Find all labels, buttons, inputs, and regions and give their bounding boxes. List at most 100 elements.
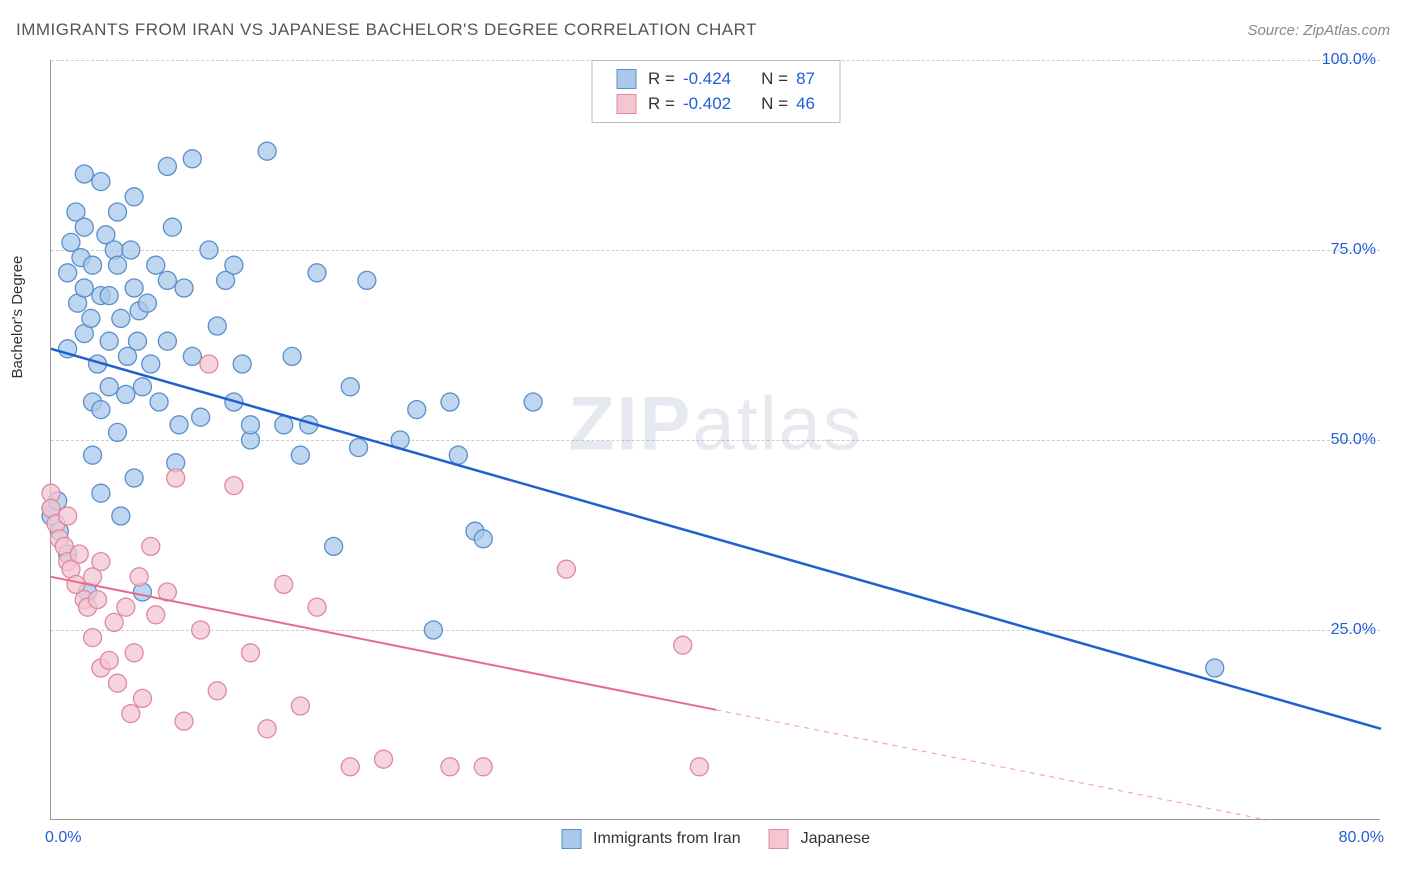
- data-point-series-0: [147, 256, 165, 274]
- data-point-series-0: [125, 188, 143, 206]
- data-point-series-0: [183, 150, 201, 168]
- data-point-series-0: [283, 347, 301, 365]
- data-point-series-1: [690, 758, 708, 776]
- data-point-series-0: [122, 241, 140, 259]
- data-point-series-1: [59, 507, 77, 525]
- data-point-series-1: [84, 629, 102, 647]
- data-point-series-0: [158, 271, 176, 289]
- data-point-series-0: [183, 347, 201, 365]
- data-point-series-1: [125, 644, 143, 662]
- r-value: -0.424: [683, 67, 731, 92]
- data-point-series-0: [158, 157, 176, 175]
- data-point-series-0: [341, 378, 359, 396]
- data-point-series-1: [674, 636, 692, 654]
- stats-row: R = -0.424 N = 87: [616, 67, 815, 92]
- data-point-series-1: [117, 598, 135, 616]
- data-point-series-0: [170, 416, 188, 434]
- data-point-series-0: [142, 355, 160, 373]
- data-point-series-0: [150, 393, 168, 411]
- data-point-series-0: [92, 484, 110, 502]
- data-point-series-0: [112, 309, 130, 327]
- data-point-series-1: [291, 697, 309, 715]
- legend-swatch: [616, 94, 636, 114]
- data-point-series-1: [275, 575, 293, 593]
- data-point-series-1: [147, 606, 165, 624]
- data-point-series-0: [350, 439, 368, 457]
- data-point-series-1: [192, 621, 210, 639]
- data-point-series-1: [208, 682, 226, 700]
- r-value: -0.402: [683, 92, 731, 117]
- legend-label: Japanese: [801, 830, 870, 848]
- data-point-series-0: [163, 218, 181, 236]
- n-value: 87: [796, 67, 815, 92]
- data-point-series-0: [125, 279, 143, 297]
- data-point-series-1: [474, 758, 492, 776]
- regression-line-dashed-series-1: [716, 710, 1267, 820]
- data-point-series-1: [167, 469, 185, 487]
- stats-row: R =-0.402N =46: [616, 92, 815, 117]
- regression-line-series-0: [51, 349, 1381, 729]
- source-attribution: Source: ZipAtlas.com: [1247, 22, 1390, 39]
- data-point-series-1: [375, 750, 393, 768]
- data-point-series-0: [59, 264, 77, 282]
- data-point-series-1: [142, 537, 160, 555]
- data-point-series-1: [100, 651, 118, 669]
- data-point-series-1: [200, 355, 218, 373]
- x-tick-label: 80.0%: [1339, 829, 1384, 847]
- data-point-series-0: [84, 446, 102, 464]
- y-axis-title: Bachelor's Degree: [9, 255, 26, 378]
- data-point-series-1: [557, 560, 575, 578]
- data-point-series-0: [117, 385, 135, 403]
- chart-title: IMMIGRANTS FROM IRAN VS JAPANESE BACHELO…: [16, 20, 757, 40]
- n-label: N =: [761, 67, 788, 92]
- r-label: R =: [648, 67, 675, 92]
- data-point-series-0: [474, 530, 492, 548]
- data-point-series-1: [441, 758, 459, 776]
- data-point-series-1: [109, 674, 127, 692]
- data-point-series-0: [112, 507, 130, 525]
- regression-line-series-1: [51, 577, 716, 710]
- r-label: R =: [648, 92, 675, 117]
- data-point-series-0: [408, 401, 426, 419]
- data-point-series-0: [158, 332, 176, 350]
- data-point-series-1: [105, 613, 123, 631]
- data-point-series-0: [75, 279, 93, 297]
- data-point-series-0: [449, 446, 467, 464]
- data-point-series-0: [109, 423, 127, 441]
- data-point-series-1: [341, 758, 359, 776]
- data-point-series-1: [258, 720, 276, 738]
- data-point-series-0: [233, 355, 251, 373]
- correlation-stats-box: R = -0.424 N = 87R = -0.402 N = 46: [591, 60, 840, 123]
- data-point-series-0: [175, 279, 193, 297]
- data-point-series-0: [1206, 659, 1224, 677]
- n-value: 46: [796, 92, 815, 117]
- data-point-series-1: [130, 568, 148, 586]
- x-legend-item: Japanese: [769, 829, 870, 849]
- data-point-series-0: [109, 256, 127, 274]
- x-legend-item: Immigrants from Iran: [561, 829, 741, 849]
- data-point-series-0: [75, 165, 93, 183]
- data-point-series-0: [100, 332, 118, 350]
- data-point-series-0: [258, 142, 276, 160]
- data-point-series-0: [308, 264, 326, 282]
- data-point-series-0: [84, 256, 102, 274]
- legend-swatch: [769, 829, 789, 849]
- data-point-series-0: [133, 378, 151, 396]
- data-point-series-1: [175, 712, 193, 730]
- data-point-series-0: [208, 317, 226, 335]
- data-point-series-0: [109, 203, 127, 221]
- data-point-series-0: [441, 393, 459, 411]
- data-point-series-0: [100, 287, 118, 305]
- data-point-series-0: [275, 416, 293, 434]
- data-point-series-0: [92, 173, 110, 191]
- data-point-series-0: [138, 294, 156, 312]
- data-point-series-0: [82, 309, 100, 327]
- data-point-series-0: [358, 271, 376, 289]
- data-point-series-0: [75, 218, 93, 236]
- data-point-series-1: [89, 591, 107, 609]
- scatter-svg: [51, 60, 1380, 819]
- legend-swatch: [616, 69, 636, 89]
- legend-label: Immigrants from Iran: [593, 830, 741, 848]
- data-point-series-0: [200, 241, 218, 259]
- data-point-series-0: [524, 393, 542, 411]
